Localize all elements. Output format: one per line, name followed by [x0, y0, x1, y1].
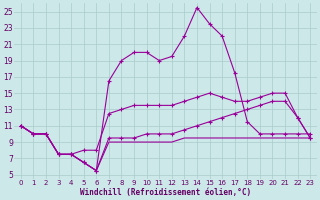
- X-axis label: Windchill (Refroidissement éolien,°C): Windchill (Refroidissement éolien,°C): [80, 188, 251, 197]
